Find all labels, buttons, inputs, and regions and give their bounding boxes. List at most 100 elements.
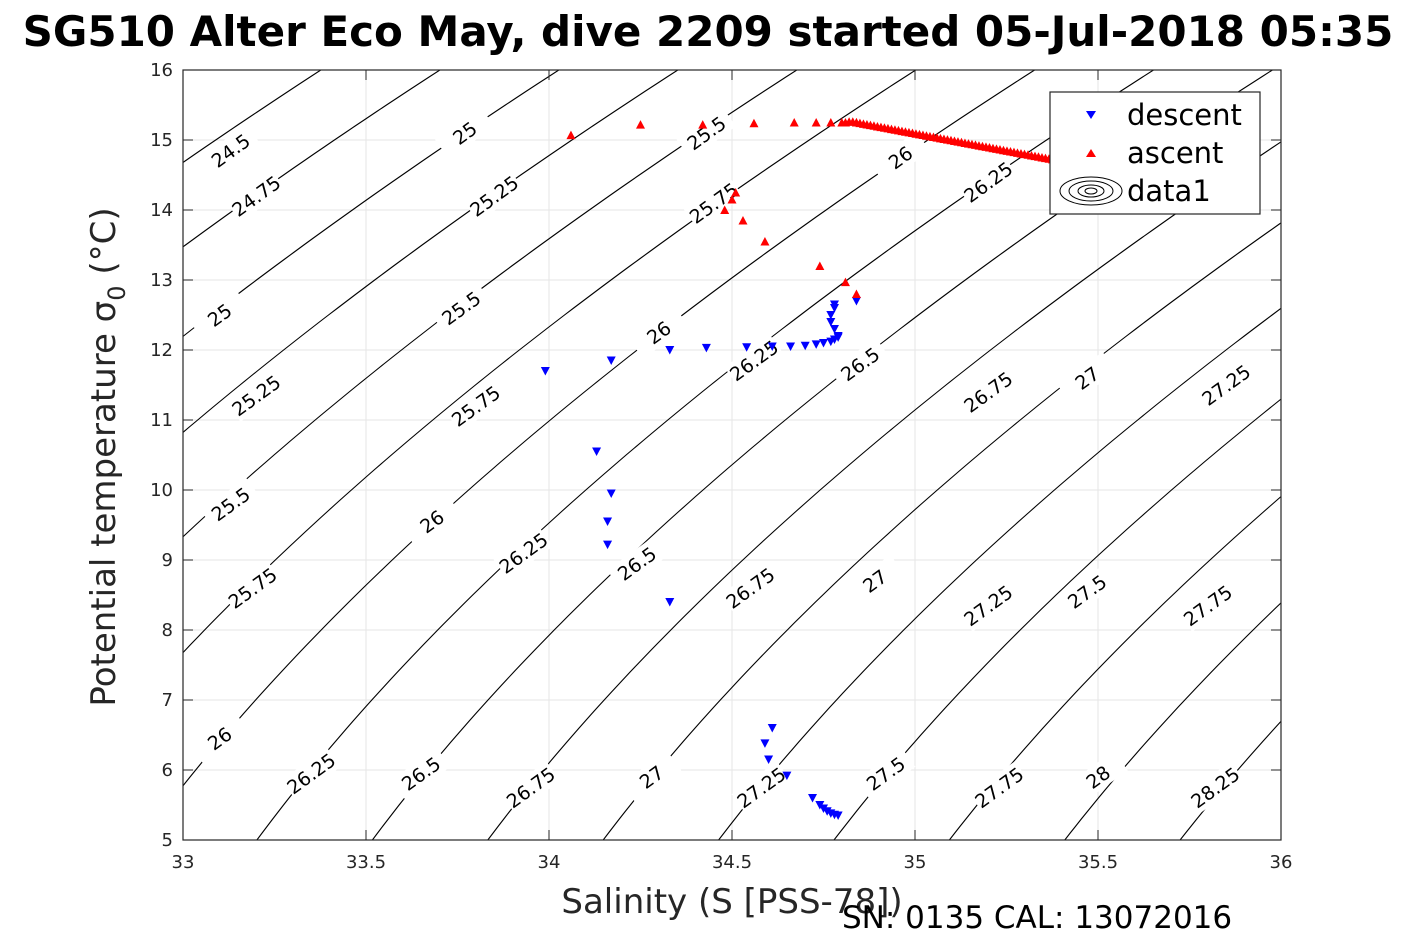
contour-label-bg: [958, 155, 1018, 209]
ascent-point: [749, 118, 759, 128]
y-axis-ticks: 5 6 7 8 9 10 11 12 13 14 15 16: [150, 60, 1281, 851]
contour-label: 25.25: [466, 172, 523, 222]
legend: descent ascent data1: [1049, 91, 1261, 215]
ascent-point: [840, 277, 850, 287]
contour-label: 27.25: [1198, 361, 1255, 411]
y-tick-label: 16: [150, 60, 173, 81]
contour-label-bg: [200, 124, 261, 177]
legend-descent-label: descent: [1127, 98, 1242, 132]
contour-label-bg: [391, 747, 451, 800]
contour-label-bg: [226, 169, 286, 223]
contour-label-bg: [607, 537, 667, 590]
descent-point: [786, 342, 796, 351]
y-axis-label-symbol: σ: [84, 301, 124, 323]
contour-label-bg: [629, 306, 689, 359]
contour-line-26-75: [487, 141, 1281, 840]
ascent-point: [811, 118, 821, 127]
x-tick-label: 35: [904, 852, 927, 873]
x-tick-label: 34: [538, 852, 561, 873]
contour-label-bg: [958, 365, 1018, 419]
contour-line-25: [183, 70, 560, 338]
contour-label: 26.25: [495, 529, 552, 579]
descent-series: [540, 297, 861, 820]
y-axis-label-unit: (°C): [84, 207, 124, 285]
ascent-point: [789, 118, 799, 127]
contour-line-28-25: [1179, 720, 1281, 840]
descent-point: [826, 318, 836, 327]
contour-label-bg: [1057, 565, 1117, 618]
contour-label-bg: [1196, 358, 1256, 412]
legend-ascent-label: ascent: [1127, 136, 1223, 170]
descent-point: [819, 339, 828, 348]
x-tick-label: 33.5: [346, 852, 386, 873]
y-tick-label: 14: [150, 200, 173, 221]
contour-label: 26.25: [283, 749, 340, 799]
contour-label-bg: [720, 561, 781, 615]
contour-label-bg: [958, 579, 1018, 632]
descent-point: [767, 342, 777, 351]
contour-label: 27.25: [960, 581, 1017, 631]
legend-data1-contour-icon: [1059, 176, 1123, 206]
y-axis-label-main: Potential temperature: [84, 322, 124, 706]
contour-line-26: [183, 70, 1036, 787]
descent-point: [760, 739, 770, 748]
y-tick-label: 8: [162, 620, 173, 641]
descent-point: [811, 340, 821, 349]
contour-label-bg: [856, 747, 916, 800]
contour-label: 25.75: [225, 564, 282, 614]
ascent-point: [566, 130, 576, 140]
contour-label-bg: [464, 169, 524, 223]
descent-point: [701, 343, 711, 353]
y-tick-label: 15: [150, 130, 173, 151]
descent-point: [606, 489, 616, 498]
legend-box: [1049, 91, 1261, 215]
y-tick-label: 5: [162, 830, 173, 851]
contour-label: 27.75: [1180, 581, 1237, 631]
ascent-point: [731, 188, 741, 197]
descent-point: [603, 540, 613, 550]
contour-label: 24.75: [228, 172, 285, 222]
contour-label-bg: [222, 561, 283, 615]
y-tick-label: 6: [162, 760, 173, 781]
descent-point: [742, 343, 752, 352]
contour-line-24-5: [183, 70, 322, 164]
contour-label-bg: [969, 761, 1029, 814]
contour-line-27-75: [948, 495, 1281, 840]
x-tick-label: 34.5: [712, 852, 752, 873]
legend-data1-label: data1: [1127, 174, 1211, 208]
x-axis-ticks: 33 33.5 34 34.5 35 35.5 36: [172, 70, 1292, 873]
descent-point: [665, 598, 675, 607]
ascent-series: [566, 117, 1103, 298]
contour-label-bg: [200, 477, 261, 531]
contour-label-bg: [226, 369, 286, 422]
descent-point: [767, 724, 777, 733]
contour-label-bg: [446, 379, 506, 433]
descent-point: [829, 325, 839, 334]
legend-ascent-marker: [1086, 149, 1096, 157]
contour-label-bg: [845, 554, 905, 608]
ascent-point: [826, 118, 836, 127]
descent-point: [826, 311, 836, 320]
x-tick-label: 33: [172, 852, 195, 873]
contour-label-bg: [731, 761, 791, 814]
contour-line-25-5: [183, 70, 798, 538]
contour-label-bg: [1068, 750, 1128, 804]
contour-label: 28.25: [1187, 763, 1244, 813]
contour-label-bg: [1185, 761, 1245, 814]
descent-point: [603, 517, 613, 526]
ascent-point: [720, 205, 730, 214]
descent-point: [833, 811, 843, 820]
contour-line-25-75: [183, 70, 917, 654]
ascent-point: [727, 195, 737, 204]
y-tick-label: 13: [150, 270, 173, 291]
contour-label: 25.75: [686, 179, 743, 229]
contour-label-bg: [621, 750, 682, 804]
ascent-point: [815, 261, 825, 270]
descent-point: [592, 447, 602, 456]
contour-label: 26.75: [960, 368, 1017, 418]
contour-label: 25.75: [448, 382, 505, 432]
descent-point: [540, 367, 550, 376]
contour-label-bg: [402, 495, 462, 548]
legend-descent-marker: [1086, 111, 1096, 119]
